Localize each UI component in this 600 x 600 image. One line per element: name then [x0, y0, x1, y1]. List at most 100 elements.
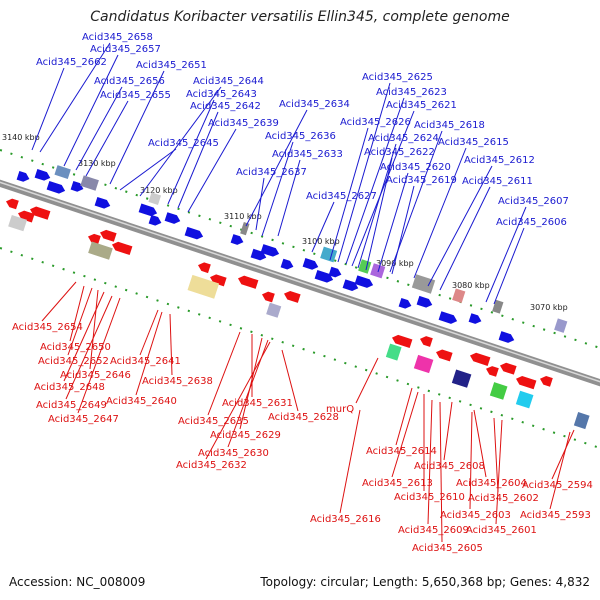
- forward-gene-label[interactable]: Acid345_2644: [193, 76, 264, 87]
- reverse-gene-label[interactable]: Acid345_2631: [222, 398, 293, 409]
- tick-label: 3110 kbp: [224, 212, 262, 221]
- forward-gene-arrow: [46, 180, 66, 194]
- reverse-gene-leader: [135, 311, 163, 396]
- feature-box: [240, 222, 250, 236]
- forward-gene-arrow: [94, 196, 111, 209]
- reverse-gene-label[interactable]: Acid345_2613: [362, 478, 433, 489]
- forward-gene-arrow: [416, 295, 433, 308]
- reverse-gene-label[interactable]: Acid345_2605: [412, 543, 483, 554]
- tick-label: 3130 kbp: [78, 159, 116, 168]
- forward-gene-label[interactable]: Acid345_2625: [362, 72, 433, 83]
- forward-gene-arrow: [498, 331, 515, 343]
- forward-gene-label[interactable]: Acid345_2615: [438, 137, 509, 148]
- forward-gene-label[interactable]: Acid345_2618: [414, 120, 485, 131]
- reverse-gene-label[interactable]: Acid345_2652: [38, 356, 109, 367]
- forward-gene-label[interactable]: Acid345_2656: [94, 76, 165, 87]
- reverse-gene-label[interactable]: Acid345_2640: [106, 396, 177, 407]
- reverse-gene-label[interactable]: Acid345_2632: [176, 460, 247, 471]
- forward-gene-arrow: [34, 169, 51, 181]
- forward-gene-label[interactable]: Acid345_2619: [386, 175, 457, 186]
- reverse-gene-label[interactable]: Acid345_2647: [48, 414, 119, 425]
- reverse-gene-arrow: [6, 198, 19, 210]
- forward-gene-label[interactable]: Acid345_2624: [368, 133, 439, 144]
- reverse-gene-arrow: [238, 275, 259, 289]
- forward-gene-label[interactable]: Acid345_2645: [148, 138, 219, 149]
- reverse-gene-arrow: [30, 206, 51, 220]
- tick-label: 3100 kbp: [302, 237, 340, 246]
- reverse-gene-leader: [89, 289, 99, 370]
- feature-box: [80, 175, 99, 191]
- forward-gene-leader: [75, 86, 123, 171]
- forward-gene-leader: [345, 97, 405, 265]
- reverse-gene-arrow: [392, 334, 413, 349]
- reverse-gene-label[interactable]: Acid345_2654: [12, 322, 83, 333]
- forward-gene-leader: [357, 143, 397, 269]
- genome-backbone-highlight: [0, 181, 600, 383]
- reverse-gene-label[interactable]: Acid345_2614: [366, 446, 437, 457]
- forward-gene-label[interactable]: Acid345_2655: [100, 90, 171, 101]
- forward-gene-arrow: [16, 171, 30, 182]
- forward-gene-label[interactable]: Acid345_2639: [208, 118, 279, 129]
- reverse-gene-label[interactable]: Acid345_2601: [466, 525, 537, 536]
- feature-box: [88, 241, 113, 260]
- forward-gene-label[interactable]: Acid345_2651: [136, 60, 207, 71]
- forward-gene-label[interactable]: Acid345_2636: [265, 131, 336, 142]
- reverse-gene-label[interactable]: Acid345_2629: [210, 430, 281, 441]
- forward-gene-leader: [255, 177, 265, 231]
- forward-gene-label[interactable]: Acid345_2658: [82, 32, 153, 43]
- forward-gene-arrow: [280, 258, 294, 270]
- forward-gene-label[interactable]: Acid345_2606: [496, 217, 567, 228]
- reverse-gene-label[interactable]: Acid345_2650: [40, 342, 111, 353]
- forward-gene-label[interactable]: Acid345_2627: [306, 191, 377, 202]
- reverse-gene-label[interactable]: Acid345_2594: [522, 480, 593, 491]
- reverse-gene-leader: [391, 391, 419, 478]
- forward-gene-arrow: [302, 258, 319, 270]
- forward-gene-label[interactable]: Acid345_2621: [386, 100, 457, 111]
- reverse-gene-label[interactable]: Acid345_2608: [414, 461, 485, 472]
- reverse-gene-label[interactable]: Acid345_2635: [178, 416, 249, 427]
- reverse-gene-label[interactable]: Acid345_2603: [440, 510, 511, 521]
- reverse-gene-label[interactable]: Acid345_2610: [394, 492, 465, 503]
- reverse-gene-label[interactable]: Acid345_2609: [398, 525, 469, 536]
- forward-gene-arrow: [164, 212, 181, 224]
- reverse-gene-label[interactable]: murQ: [326, 404, 354, 415]
- forward-gene-arrow: [314, 270, 334, 283]
- reverse-gene-label[interactable]: Acid345_2638: [142, 376, 213, 387]
- reverse-gene-label[interactable]: Acid345_2649: [36, 400, 107, 411]
- reverse-gene-label[interactable]: Acid345_2628: [268, 412, 339, 423]
- feature-box: [266, 302, 282, 318]
- forward-gene-label[interactable]: Acid345_2634: [279, 99, 350, 110]
- reverse-gene-leader: [205, 341, 271, 460]
- forward-gene-leader: [365, 157, 393, 271]
- reverse-gene-label[interactable]: Acid345_2646: [60, 370, 131, 381]
- forward-gene-leader: [311, 201, 335, 253]
- forward-gene-label[interactable]: Acid345_2611: [462, 176, 533, 187]
- tick-label: 3070 kbp: [530, 303, 568, 312]
- reverse-gene-label[interactable]: Acid345_2648: [34, 382, 105, 393]
- reverse-gene-leader: [427, 399, 433, 525]
- reverse-gene-leader: [63, 291, 105, 382]
- reverse-gene-label[interactable]: Acid345_2616: [310, 514, 381, 525]
- forward-gene-label[interactable]: Acid345_2607: [498, 196, 569, 207]
- reverse-gene-label[interactable]: Acid345_2593: [520, 510, 591, 521]
- forward-gene-label[interactable]: Acid345_2662: [36, 57, 107, 68]
- reverse-gene-label[interactable]: Acid345_2604: [456, 478, 527, 489]
- reverse-gene-arrow: [112, 241, 133, 255]
- forward-gene-label[interactable]: Acid345_2623: [376, 87, 447, 98]
- forward-gene-label[interactable]: Acid345_2612: [464, 155, 535, 166]
- reverse-gene-label[interactable]: Acid345_2602: [468, 493, 539, 504]
- forward-gene-label[interactable]: Acid345_2637: [236, 167, 307, 178]
- forward-gene-label[interactable]: Acid345_2622: [364, 147, 435, 158]
- reverse-gene-leader: [207, 331, 241, 416]
- forward-gene-label[interactable]: Acid345_2633: [272, 149, 343, 160]
- forward-gene-label[interactable]: Acid345_2626: [340, 117, 411, 128]
- feature-box: [451, 369, 472, 388]
- forward-gene-label[interactable]: Acid345_2620: [380, 162, 451, 173]
- reverse-gene-label[interactable]: Acid345_2630: [198, 448, 269, 459]
- reverse-gene-leader: [77, 297, 121, 414]
- forward-gene-label[interactable]: Acid345_2657: [90, 44, 161, 55]
- reverse-gene-label[interactable]: Acid345_2641: [110, 356, 181, 367]
- genome-summary: Topology: circular; Length: 5,650,368 bp…: [260, 575, 590, 589]
- forward-gene-label[interactable]: Acid345_2642: [190, 101, 261, 112]
- forward-gene-label[interactable]: Acid345_2643: [186, 89, 257, 100]
